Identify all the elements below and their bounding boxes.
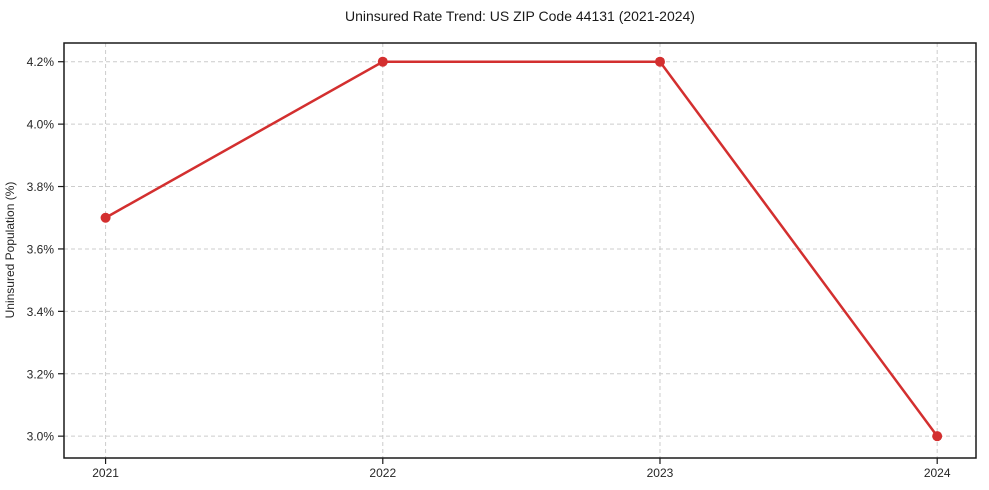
data-point bbox=[932, 431, 943, 442]
trend-line bbox=[104, 60, 939, 438]
x-tick-label: 2023 bbox=[647, 466, 674, 480]
y-tick-label: 3.2% bbox=[27, 367, 55, 381]
chart-title: Uninsured Rate Trend: US ZIP Code 44131 … bbox=[345, 8, 695, 24]
y-tick-label: 3.6% bbox=[27, 242, 55, 256]
x-tick-label: 2021 bbox=[92, 466, 119, 480]
x-tick-label: 2022 bbox=[369, 466, 396, 480]
data-point bbox=[377, 56, 388, 67]
y-tick-label: 3.4% bbox=[27, 305, 55, 319]
plot-frame bbox=[63, 42, 977, 459]
y-tick-label: 4.2% bbox=[27, 55, 55, 69]
y-axis-label: Uninsured Population (%) bbox=[3, 182, 17, 319]
x-tick-label: 2024 bbox=[924, 466, 951, 480]
y-tick-label: 3.0% bbox=[27, 430, 55, 444]
y-tick-label: 4.0% bbox=[27, 118, 55, 132]
data-point bbox=[654, 56, 665, 67]
data-point bbox=[100, 212, 111, 223]
y-tick-label: 3.8% bbox=[27, 180, 55, 194]
